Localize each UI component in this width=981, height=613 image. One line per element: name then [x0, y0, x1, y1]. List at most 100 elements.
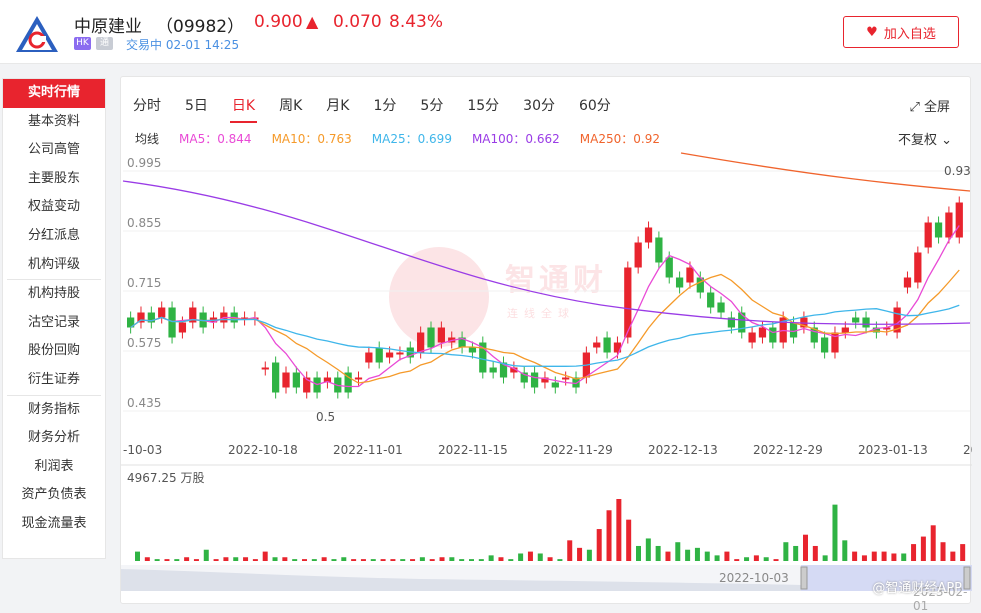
tab-period-5[interactable]: 1分	[373, 98, 397, 114]
ma250-line	[680, 152, 971, 192]
candle	[510, 367, 518, 373]
volume-bar	[144, 557, 150, 561]
candle	[945, 212, 953, 238]
low-price-label: 0.5	[316, 410, 335, 424]
candle	[831, 332, 839, 353]
trade-status: 交易中 02-01 14:25	[126, 38, 240, 52]
sidebar-item-15[interactable]: 现金流量表	[21, 515, 87, 531]
volume-bar	[292, 559, 298, 561]
candle	[914, 252, 922, 283]
tab-period-4[interactable]: 月K	[326, 98, 350, 114]
ma100-line	[122, 180, 971, 325]
chevron-down-icon: ⌄	[941, 133, 952, 148]
add-watchlist-button[interactable]: ♥ 加入自选	[843, 16, 959, 48]
volume-bar	[243, 557, 249, 561]
candle	[354, 377, 363, 380]
volume-bar	[557, 559, 563, 561]
sidebar-item-3[interactable]: 主要股东	[27, 170, 80, 186]
volume-bar	[920, 536, 926, 561]
candle	[655, 237, 663, 263]
sidebar-item-10[interactable]: 衍生证券	[27, 371, 80, 387]
chart-panel: 分时 5日 日K 周K 月K 1分 5分 15分 30分 60分 ⤢ 全屏 均线 MA5：0.84…	[120, 76, 972, 613]
sidebar-item-9[interactable]: 股份回购	[27, 343, 80, 359]
volume-bar	[184, 557, 190, 561]
sidebar-item-12[interactable]: 财务分析	[27, 430, 80, 446]
volume-bar	[537, 553, 543, 561]
ma10-line	[130, 269, 960, 384]
candle	[820, 337, 829, 353]
volume-bar	[655, 545, 661, 561]
tab-period-3[interactable]: 周K	[279, 98, 303, 114]
volume-bar	[901, 553, 907, 561]
sidebar-item-5[interactable]: 分红派息	[27, 227, 80, 243]
candle	[303, 377, 311, 393]
x-tick-label: 2022-12-29	[753, 443, 823, 457]
volume-bar	[262, 551, 268, 561]
candle	[458, 337, 466, 348]
candle	[738, 312, 746, 333]
ma-legend-item: MA25：0.699	[371, 132, 452, 146]
sidebar-divider	[7, 394, 101, 396]
sidebar-item-0[interactable]: 实时行情	[3, 79, 105, 108]
watermark-text: 智通财	[505, 263, 607, 298]
ma-legend-item: MA10：0.763	[271, 132, 352, 146]
volume-bar	[223, 557, 229, 561]
ma-legend-item: MA5：0.844	[179, 132, 252, 146]
sidebar-item-11[interactable]: 财务指标	[27, 401, 80, 417]
tab-period-6[interactable]: 5分	[420, 98, 444, 114]
volume-bar	[331, 559, 337, 561]
y-tick-label: 0.995	[127, 156, 161, 170]
candle	[562, 377, 570, 380]
volume-bar	[135, 551, 140, 561]
volume-bar	[616, 499, 622, 561]
sidebar-item-13[interactable]: 利润表	[34, 458, 74, 474]
expand-icon: ⤢	[909, 100, 920, 115]
fullscreen-button[interactable]: ⤢ 全屏	[909, 96, 950, 115]
volume-bar	[803, 534, 808, 561]
volume-bar	[852, 551, 858, 561]
watermark-subtext: 连线全球	[507, 307, 575, 320]
candle	[282, 372, 290, 388]
volume-bar	[360, 559, 366, 561]
volume-bar	[518, 553, 524, 561]
candle	[520, 372, 528, 383]
volume-bar	[478, 559, 484, 561]
candle	[593, 342, 601, 348]
volume-bar	[252, 559, 258, 561]
sidebar-item-14[interactable]: 资产负债表	[21, 487, 87, 503]
kline-chart[interactable]: 0.995 0.855 0.715 0.575 0.435 -10-03 2022-10-1…	[121, 77, 972, 605]
candle	[686, 267, 694, 283]
candle	[437, 327, 445, 343]
candle	[644, 227, 653, 243]
candle	[924, 222, 932, 248]
heart-icon: ♥	[866, 24, 878, 40]
tab-period-8[interactable]: 30分	[523, 98, 555, 114]
candle	[758, 327, 767, 338]
tab-period-9[interactable]: 60分	[578, 98, 611, 114]
volume-bar	[636, 545, 641, 561]
volume-bar	[960, 544, 966, 561]
sidebar-item-6[interactable]: 机构评级	[27, 256, 80, 272]
volume-bar	[282, 557, 288, 561]
tab-period-2[interactable]: 日K	[229, 95, 258, 123]
candle	[852, 317, 860, 323]
candle	[292, 372, 300, 388]
sidebar-menu: 实时行情基本资料公司高管主要股东权益变动分红派息机构评级机构持股沽空记录股份回购…	[2, 78, 106, 559]
candle	[468, 347, 477, 353]
volume-bar	[459, 559, 465, 561]
adjust-select[interactable]: 不复权 ⌄	[898, 129, 952, 148]
navigator-selection	[801, 565, 972, 591]
tab-period-1[interactable]: 5日	[185, 98, 208, 114]
candle	[717, 302, 725, 313]
tab-period-7[interactable]: 15分	[467, 98, 500, 114]
sidebar-item-8[interactable]: 沽空记录	[27, 314, 80, 330]
ma5-line	[130, 225, 960, 388]
sidebar-item-1[interactable]: 基本资料	[27, 113, 80, 129]
volume-bar	[311, 559, 317, 561]
sidebar-item-2[interactable]: 公司高管	[27, 142, 80, 158]
sidebar-item-7[interactable]: 机构持股	[27, 286, 80, 302]
x-tick-label: 2022-11-01	[333, 443, 403, 457]
sidebar-item-4[interactable]: 权益变动	[27, 199, 80, 215]
candle	[748, 332, 756, 343]
tab-period-0[interactable]: 分时	[133, 98, 161, 114]
